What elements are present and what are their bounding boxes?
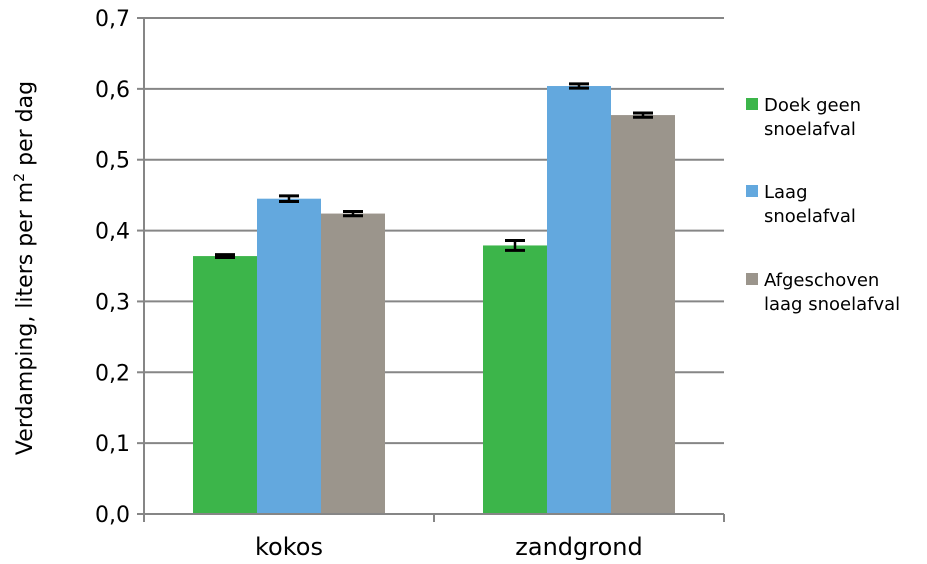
y-tick-label: 0,6 <box>95 78 130 103</box>
legend-label: laag snoelafval <box>764 294 900 315</box>
y-tick-label: 0,7 <box>95 7 130 32</box>
legend-label: Doek geen <box>764 95 861 116</box>
axes <box>137 18 725 522</box>
bar <box>193 256 257 514</box>
legend-label: snoelafval <box>764 119 856 140</box>
legend: Doek geen snoelafval Laag snoelafval Afgesch… <box>746 95 900 315</box>
y-tick-label: 0,1 <box>95 432 130 457</box>
y-tick-label: 0,4 <box>95 220 130 245</box>
y-axis-title-unit: per dag <box>13 81 38 173</box>
legend-label: Afgeschoven <box>764 270 879 291</box>
bar <box>611 115 675 515</box>
y-axis-title-superscript: 2 <box>12 173 28 182</box>
y-axis-title: Verdamping, liters per m2 per dag <box>12 81 38 455</box>
y-tick-labels: 0,0 0,1 0,2 0,3 0,4 0,5 0,6 0,7 <box>95 7 130 528</box>
category-label: kokos <box>255 533 323 561</box>
bar <box>547 86 611 514</box>
legend-label: Laag <box>764 182 808 203</box>
category-labels: kokos zandgrond <box>255 533 643 561</box>
error-bars <box>215 82 653 259</box>
y-tick-label: 0,2 <box>95 361 130 386</box>
y-tick-label: 0,3 <box>95 290 130 315</box>
y-axis-title-main: Verdamping, liters per m <box>13 182 38 455</box>
bar <box>257 198 321 514</box>
bar <box>321 213 385 514</box>
legend-swatch <box>746 185 758 197</box>
legend-label: snoelafval <box>764 206 856 227</box>
y-tick-label: 0,5 <box>95 149 130 174</box>
legend-swatch <box>746 98 758 110</box>
bars <box>193 86 675 515</box>
category-label: zandgrond <box>515 533 642 561</box>
bar <box>483 245 547 515</box>
y-tick-label: 0,0 <box>95 503 130 528</box>
legend-swatch <box>746 273 758 285</box>
